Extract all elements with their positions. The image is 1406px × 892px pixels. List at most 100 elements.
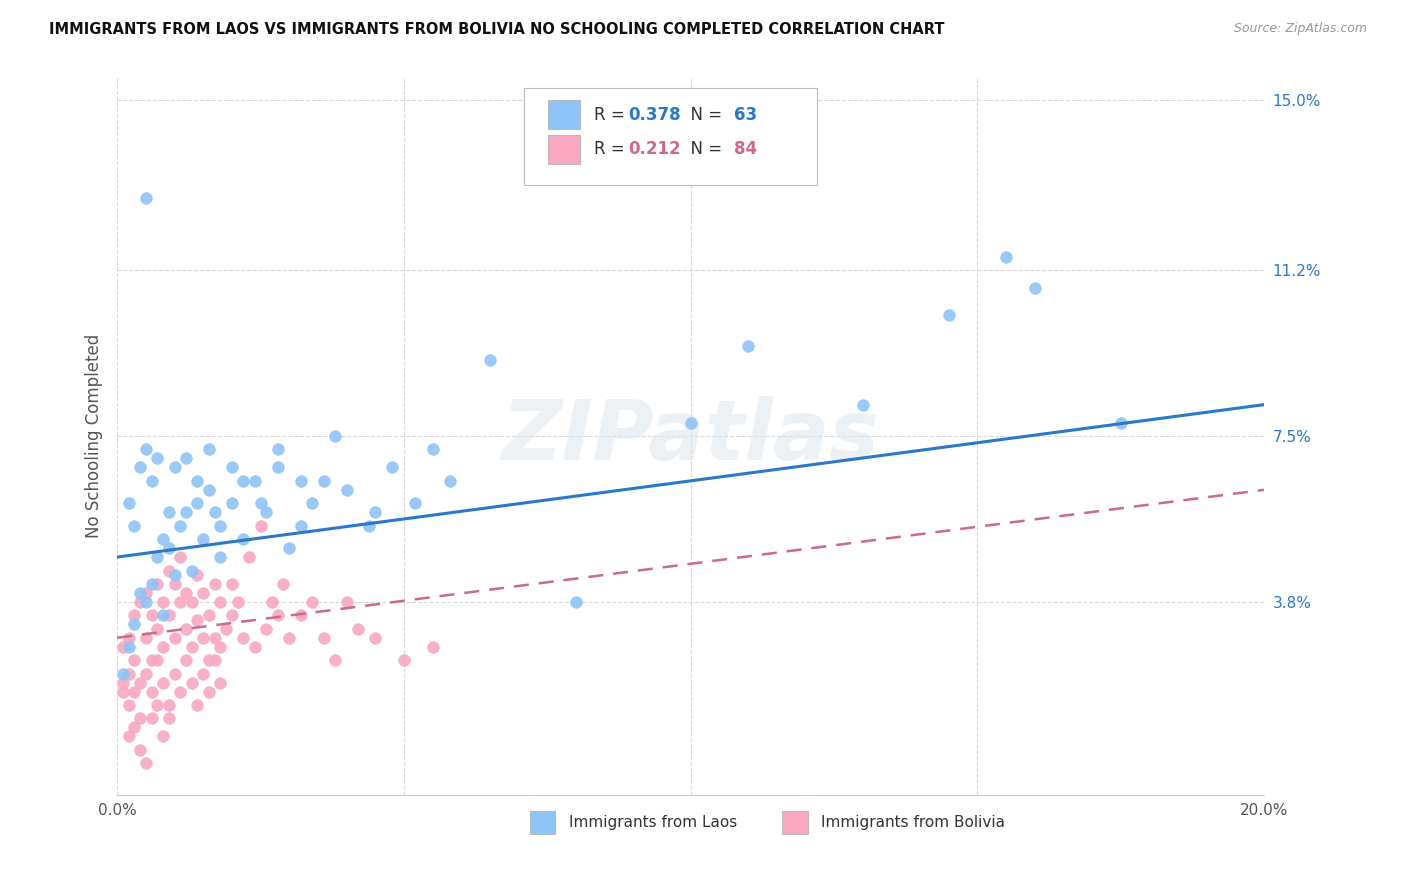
Text: Immigrants from Bolivia: Immigrants from Bolivia bbox=[821, 815, 1005, 830]
Text: 0.212: 0.212 bbox=[628, 140, 682, 158]
Point bbox=[209, 640, 232, 654]
Point bbox=[141, 684, 163, 698]
Point bbox=[267, 442, 290, 457]
Point bbox=[209, 518, 232, 533]
Point bbox=[169, 518, 191, 533]
FancyBboxPatch shape bbox=[548, 135, 581, 163]
Point bbox=[737, 339, 759, 353]
Point bbox=[135, 595, 157, 609]
Point bbox=[111, 684, 134, 698]
Point bbox=[290, 474, 312, 488]
Point bbox=[221, 608, 243, 623]
Point bbox=[180, 640, 202, 654]
Point bbox=[267, 608, 290, 623]
Point bbox=[146, 550, 169, 565]
FancyBboxPatch shape bbox=[524, 88, 817, 185]
Point bbox=[180, 564, 202, 578]
Point bbox=[335, 595, 357, 609]
Text: R =: R = bbox=[595, 106, 630, 124]
Point bbox=[679, 416, 702, 430]
Point bbox=[232, 631, 254, 645]
Point bbox=[118, 666, 141, 681]
Point bbox=[221, 577, 243, 591]
Point bbox=[124, 653, 146, 667]
Point bbox=[278, 631, 301, 645]
Point bbox=[152, 675, 174, 690]
Y-axis label: No Schooling Completed: No Schooling Completed bbox=[86, 334, 103, 538]
Point bbox=[273, 577, 295, 591]
Text: ZIPatlas: ZIPatlas bbox=[502, 395, 880, 476]
Point bbox=[335, 483, 357, 497]
Point bbox=[163, 460, 186, 475]
Point bbox=[186, 613, 208, 627]
Point bbox=[198, 684, 221, 698]
Text: Immigrants from Laos: Immigrants from Laos bbox=[569, 815, 737, 830]
Point bbox=[209, 595, 232, 609]
Point bbox=[129, 743, 152, 757]
Point bbox=[478, 352, 501, 367]
Point bbox=[111, 640, 134, 654]
Point bbox=[163, 666, 186, 681]
Point bbox=[193, 532, 215, 546]
Text: 84: 84 bbox=[734, 140, 758, 158]
Point bbox=[364, 505, 387, 519]
Point bbox=[111, 666, 134, 681]
Point bbox=[141, 711, 163, 725]
Point bbox=[124, 608, 146, 623]
Point bbox=[141, 577, 163, 591]
Point bbox=[124, 684, 146, 698]
Point bbox=[186, 568, 208, 582]
Point bbox=[118, 631, 141, 645]
Point bbox=[323, 429, 346, 443]
Text: 63: 63 bbox=[734, 106, 758, 124]
Point bbox=[186, 698, 208, 712]
Point bbox=[129, 586, 152, 600]
Point bbox=[141, 653, 163, 667]
Point bbox=[157, 541, 180, 555]
Point bbox=[193, 586, 215, 600]
Point bbox=[204, 505, 226, 519]
Point bbox=[124, 720, 146, 734]
Point bbox=[180, 595, 202, 609]
Point bbox=[169, 684, 191, 698]
Point bbox=[169, 550, 191, 565]
Point bbox=[359, 518, 381, 533]
Point bbox=[169, 595, 191, 609]
Point bbox=[163, 568, 186, 582]
Point bbox=[129, 711, 152, 725]
Point bbox=[392, 653, 415, 667]
Point bbox=[323, 653, 346, 667]
Point bbox=[152, 595, 174, 609]
Point bbox=[198, 483, 221, 497]
Point bbox=[152, 608, 174, 623]
Point bbox=[129, 460, 152, 475]
Point bbox=[152, 730, 174, 744]
Point bbox=[157, 698, 180, 712]
Point bbox=[249, 518, 271, 533]
Point bbox=[198, 442, 221, 457]
Point bbox=[135, 631, 157, 645]
Point bbox=[290, 518, 312, 533]
Point bbox=[193, 666, 215, 681]
Point bbox=[146, 451, 169, 466]
Point bbox=[278, 541, 301, 555]
Point bbox=[267, 460, 290, 475]
FancyBboxPatch shape bbox=[548, 101, 581, 129]
Point bbox=[146, 653, 169, 667]
Point bbox=[994, 250, 1017, 264]
Point bbox=[157, 505, 180, 519]
Point bbox=[174, 622, 197, 636]
Point bbox=[312, 631, 335, 645]
Point bbox=[232, 474, 254, 488]
Point bbox=[180, 675, 202, 690]
Point bbox=[852, 398, 875, 412]
Point bbox=[135, 586, 157, 600]
Point bbox=[204, 653, 226, 667]
Point bbox=[249, 496, 271, 510]
Point bbox=[111, 675, 134, 690]
Point bbox=[215, 622, 238, 636]
Point bbox=[141, 474, 163, 488]
Point bbox=[174, 451, 197, 466]
Point bbox=[124, 617, 146, 632]
Point bbox=[152, 640, 174, 654]
